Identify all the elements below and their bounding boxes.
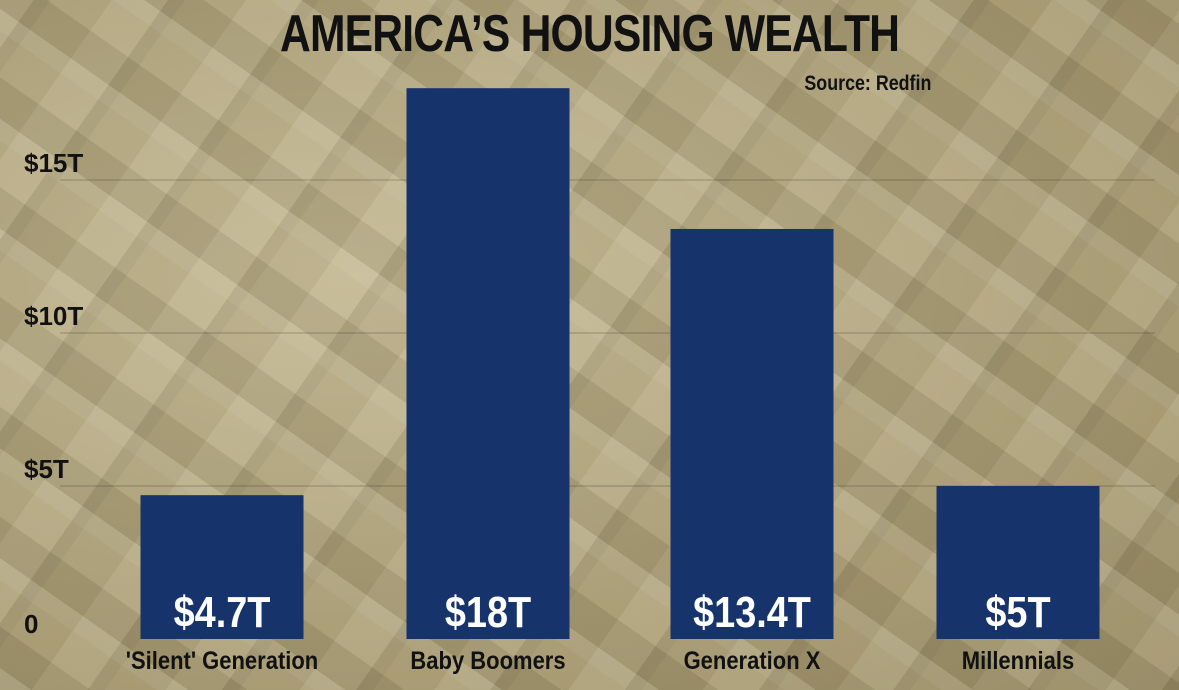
bar — [936, 486, 1100, 639]
x-category-label: Millennials — [962, 647, 1074, 675]
bar — [670, 228, 834, 639]
source-note: Source: Redfin — [804, 72, 931, 95]
y-tick-label: 0 — [24, 609, 38, 639]
data-label: $4.7T — [174, 587, 271, 636]
data-label: $5T — [985, 587, 1050, 636]
x-category-label: Baby Boomers — [410, 647, 565, 675]
bar — [140, 495, 304, 639]
y-tick-label: $5T — [24, 454, 69, 484]
y-tick-label: $10T — [24, 301, 83, 331]
data-label: $13.4T — [693, 587, 811, 636]
chart-title: AMERICA’S HOUSING WEALTH — [280, 5, 900, 63]
x-category-label: Generation X — [684, 647, 821, 675]
x-category-label: 'Silent' Generation — [126, 647, 318, 675]
y-tick-label: $15T — [24, 148, 83, 178]
bar — [406, 88, 570, 639]
data-label: $18T — [445, 587, 531, 636]
